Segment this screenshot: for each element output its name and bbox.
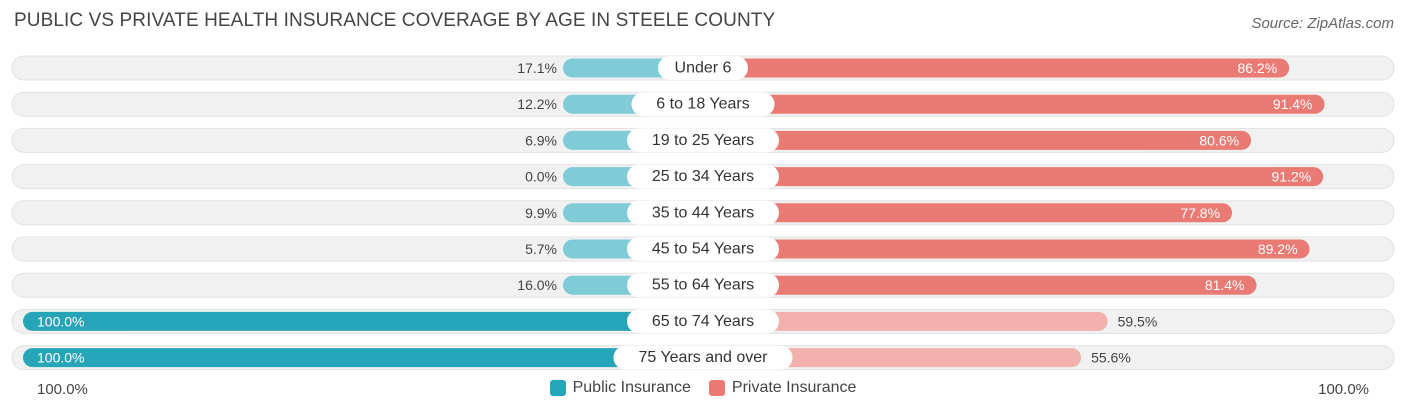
private-bar: [703, 275, 1257, 295]
private-bar: [703, 167, 1324, 187]
category-pill: [631, 92, 775, 117]
private-value-label: 81.4%: [1205, 277, 1245, 293]
axis-right-label: 100.0%: [1318, 381, 1369, 398]
source-note: Source: ZipAtlas.com: [1251, 15, 1394, 32]
category-pill: [627, 128, 779, 153]
public-value-label: 9.9%: [525, 205, 557, 221]
chart-row: 100.0% 55.6% 75 Years and over: [11, 345, 1395, 371]
category-pill: [627, 200, 779, 225]
private-bar: [703, 58, 1290, 78]
private-value-label: 59.5%: [1118, 313, 1158, 329]
private-value-label: 89.2%: [1258, 241, 1298, 257]
private-value-label: 55.6%: [1091, 350, 1131, 366]
legend-item-private[interactable]: Private Insurance: [708, 379, 857, 397]
private-value-label: 91.2%: [1271, 169, 1311, 185]
legend-item-public[interactable]: Public Insurance: [549, 379, 691, 397]
public-value-label: 17.1%: [517, 60, 557, 76]
chart-row: 100.0% 59.5% 65 to 74 Years: [11, 308, 1395, 334]
category-pill: [658, 56, 748, 80]
category-label: 65 to 74 Years: [652, 313, 754, 330]
public-bar: [23, 348, 703, 368]
legend-public-label: Public Insurance: [572, 379, 691, 396]
public-value-label: 0.0%: [525, 169, 557, 185]
chart-row: 17.1% 86.2% Under 6: [11, 55, 1395, 81]
axis-left-label: 100.0%: [37, 381, 88, 398]
chart-row: 9.9% 77.8% 35 to 44 Years: [11, 200, 1395, 226]
category-pill: [627, 309, 779, 334]
private-bar: [703, 311, 1108, 331]
category-label: 25 to 34 Years: [652, 168, 754, 185]
chart-row: 16.0% 81.4% 55 to 64 Years: [11, 272, 1395, 298]
category-label: 45 to 54 Years: [652, 241, 754, 258]
public-value-label: 100.0%: [37, 350, 84, 366]
private-bar: [703, 130, 1252, 150]
public-value-label: 5.7%: [525, 241, 557, 257]
category-label: 55 to 64 Years: [652, 277, 754, 294]
public-swatch-icon: [549, 380, 566, 396]
private-bar: [703, 348, 1082, 368]
chart-row: 12.2% 91.4% 6 to 18 Years: [11, 91, 1395, 117]
private-value-label: 86.2%: [1237, 60, 1277, 76]
legend: Public Insurance Private Insurance: [0, 379, 1406, 397]
public-value-label: 100.0%: [37, 313, 84, 329]
category-pill: [627, 273, 779, 298]
private-bar: [703, 94, 1325, 114]
legend-private-label: Private Insurance: [731, 379, 857, 396]
category-label: 6 to 18 Years: [656, 96, 749, 113]
chart-row: 0.0% 91.2% 25 to 34 Years: [11, 164, 1395, 190]
public-value-label: 12.2%: [517, 96, 557, 112]
category-label: Under 6: [675, 60, 732, 77]
category-label: 35 to 44 Years: [652, 204, 754, 221]
public-value-label: 6.9%: [525, 132, 557, 148]
private-value-label: 91.4%: [1273, 96, 1313, 112]
category-pill: [613, 345, 793, 370]
private-value-label: 77.8%: [1180, 205, 1220, 221]
public-value-label: 16.0%: [517, 277, 557, 293]
public-bar: [23, 311, 703, 331]
chart-title: PUBLIC VS PRIVATE HEALTH INSURANCE COVER…: [14, 10, 776, 31]
category-label: 75 Years and over: [639, 349, 769, 366]
private-bar: [703, 239, 1310, 259]
private-swatch-icon: [708, 380, 725, 396]
private-value-label: 80.6%: [1199, 132, 1239, 148]
private-bar: [703, 203, 1233, 223]
chart-row: 5.7% 89.2% 45 to 54 Years: [11, 236, 1395, 262]
category-pill: [627, 164, 779, 189]
category-pill: [627, 237, 779, 261]
chart-row: 6.9% 80.6% 19 to 25 Years: [11, 127, 1395, 153]
category-label: 19 to 25 Years: [652, 132, 754, 149]
